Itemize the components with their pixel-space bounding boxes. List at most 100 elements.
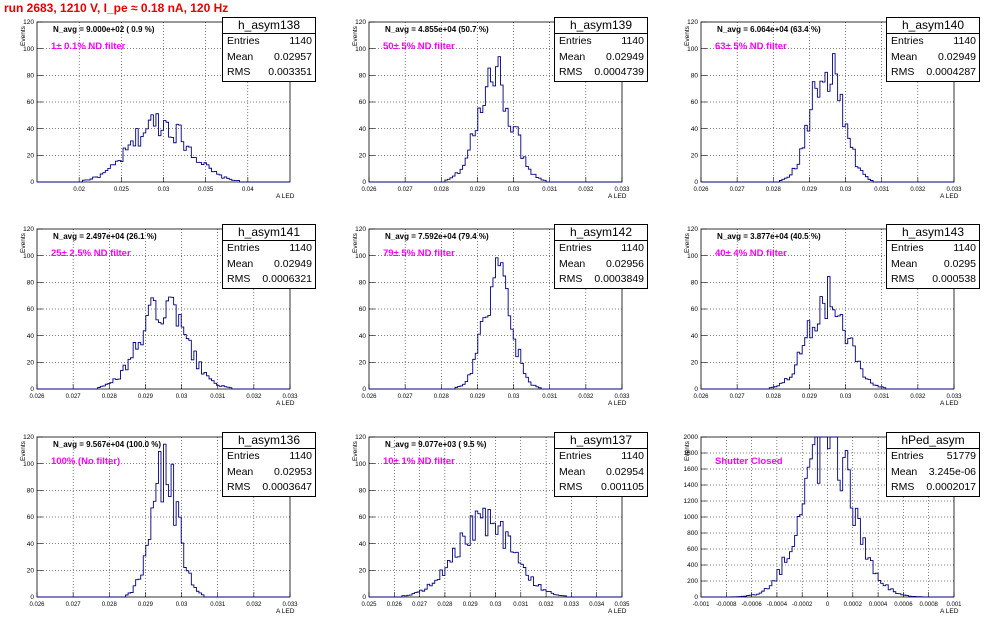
- stats-key: Mean: [559, 50, 586, 63]
- stats-value: 0.0003849: [594, 273, 644, 285]
- x-tick-label: 0.032: [246, 602, 262, 608]
- stats-key: RMS: [891, 481, 915, 493]
- y-tick-label: 60: [359, 99, 367, 106]
- y-tick-label: 120: [355, 19, 366, 26]
- stats-value: 1140: [289, 450, 312, 462]
- x-tick-label: 0.031: [874, 187, 890, 193]
- stats-value: 1140: [621, 450, 644, 462]
- x-tick-label: 0.028: [437, 602, 453, 608]
- y-tick-label: 0: [694, 386, 698, 393]
- x-axis-label: A LED: [940, 608, 959, 615]
- filter-label: 79± 5% ND filter: [383, 248, 455, 259]
- x-tick-label: 0.032: [246, 394, 262, 400]
- run-title: run 2683, 1210 V, I_pe ≈ 0.18 nA, 120 Hz: [4, 1, 229, 15]
- n-avg-label: N_avg = 7.592e+04 (79.4 %): [385, 232, 489, 241]
- y-tick-label: 0: [362, 386, 366, 393]
- y-tick-label: 100: [355, 461, 366, 468]
- histogram-line: [37, 296, 290, 390]
- stats-value: 0.0003647: [262, 481, 312, 493]
- x-tick-label: 0.025: [114, 187, 130, 193]
- y-tick-label: 120: [355, 226, 366, 233]
- x-tick-label: 0: [826, 602, 830, 608]
- x-axis-label: A LED: [276, 193, 295, 200]
- x-tick-label: 0.031: [542, 187, 558, 193]
- y-tick-label: 1400: [684, 482, 699, 489]
- histogram-pad-h_asym137: 0 20 40 60 80 100 120 0.025 0.026 0.027 0.028 0.029…: [332, 415, 664, 622]
- x-tick-label: 0.031: [513, 602, 529, 608]
- y-tick-label: 80: [27, 73, 35, 80]
- stats-key: Entries: [559, 242, 592, 254]
- filter-label: 100% (No filter): [51, 456, 121, 467]
- y-tick-label: 20: [691, 360, 699, 367]
- x-tick-label: 0.03: [840, 187, 852, 193]
- stats-row-mean: Mean 3.245e-06: [887, 465, 979, 481]
- n-avg-label: N_avg = 3.877e+04 (40.5 %): [717, 232, 821, 241]
- x-tick-label: -0.0008: [716, 602, 737, 608]
- stats-key: Entries: [227, 35, 260, 47]
- y-tick-label: 20: [359, 568, 367, 575]
- stats-row-rms: RMS 0.0006321: [223, 272, 315, 288]
- x-axis-label: A LED: [276, 608, 295, 615]
- y-tick-label: 80: [691, 280, 699, 287]
- x-tick-label: 0.035: [198, 187, 214, 193]
- x-tick-label: 0.03: [508, 187, 520, 193]
- y-tick-label: 60: [27, 306, 35, 313]
- stats-row-rms: RMS 0.001105: [555, 480, 647, 496]
- stats-value: 1140: [289, 242, 312, 254]
- y-tick-label: 0: [694, 594, 698, 601]
- x-tick-label: 0.031: [874, 394, 890, 400]
- x-tick-label: 0.03: [490, 602, 502, 608]
- x-tick-label: 0.029: [463, 602, 479, 608]
- y-tick-label: 0: [30, 386, 34, 393]
- histogram-line: [369, 257, 622, 390]
- stats-key: Entries: [559, 450, 592, 462]
- x-tick-label: 0.04: [242, 187, 254, 193]
- x-tick-label: 0.026: [29, 394, 45, 400]
- y-tick-label: 100: [687, 46, 698, 53]
- x-tick-label: 0.031: [210, 394, 226, 400]
- stats-box: h_asym139 Entries 1140 Mean 0.02949 RMS 0.0004…: [554, 17, 648, 82]
- x-tick-label: 0.029: [138, 394, 154, 400]
- filter-label: 25± 2.5% ND filter: [51, 248, 131, 259]
- x-tick-label: 0.032: [578, 394, 594, 400]
- x-tick-label: 0.03: [158, 187, 170, 193]
- filter-label: 40± 4% ND filter: [715, 248, 787, 259]
- histogram-pad-h_asym141: 0 20 40 60 80 100 120 0.026 0.027 0.028 0.029 0.03 0…: [0, 207, 332, 414]
- stats-key: Mean: [891, 257, 918, 270]
- x-tick-label: -0.0002: [792, 602, 813, 608]
- y-tick-label: 1600: [684, 466, 699, 473]
- stats-value: 0.02949: [274, 257, 312, 270]
- n-avg-label: N_avg = 9.567e+04 (100.0 %): [53, 440, 162, 449]
- stats-histname: h_asym142: [555, 225, 647, 241]
- stats-value: 1140: [289, 35, 312, 47]
- stats-value: 0.02949: [606, 50, 644, 63]
- x-tick-label: 0.033: [946, 187, 962, 193]
- y-tick-label: 200: [687, 578, 698, 585]
- stats-row-mean: Mean 0.02949: [223, 257, 315, 273]
- x-tick-label: 0.0002: [844, 602, 863, 608]
- y-tick-label: 20: [27, 360, 35, 367]
- stats-value: 0.0006321: [262, 273, 312, 285]
- y-tick-label: 0: [30, 179, 34, 186]
- y-tick-label: 0: [362, 179, 366, 186]
- y-axis-label: Events: [684, 26, 691, 46]
- stats-row-entries: Entries 1140: [887, 34, 979, 50]
- x-tick-label: 0.03: [840, 394, 852, 400]
- y-axis-label: Events: [20, 441, 27, 461]
- stats-box: h_asym136 Entries 1140 Mean 0.02953 RMS 0.0003…: [222, 432, 316, 497]
- y-tick-label: 100: [355, 253, 366, 260]
- y-tick-label: 40: [691, 333, 699, 340]
- y-tick-label: 100: [23, 46, 34, 53]
- y-tick-label: 100: [355, 46, 366, 53]
- stats-row-entries: Entries 1140: [555, 241, 647, 257]
- y-axis-label: Events: [684, 233, 691, 253]
- y-tick-label: 120: [687, 226, 698, 233]
- x-tick-label: 0.033: [946, 394, 962, 400]
- stats-value: 3.245e-06: [928, 465, 976, 478]
- stats-key: Entries: [891, 242, 924, 254]
- n-avg-label: N_avg = 4.855e+04 (50.7 %): [385, 25, 489, 34]
- x-tick-label: 0.031: [542, 394, 558, 400]
- x-tick-label: 0.026: [693, 394, 709, 400]
- x-tick-label: 0.0004: [869, 602, 888, 608]
- x-tick-label: 0.025: [361, 602, 377, 608]
